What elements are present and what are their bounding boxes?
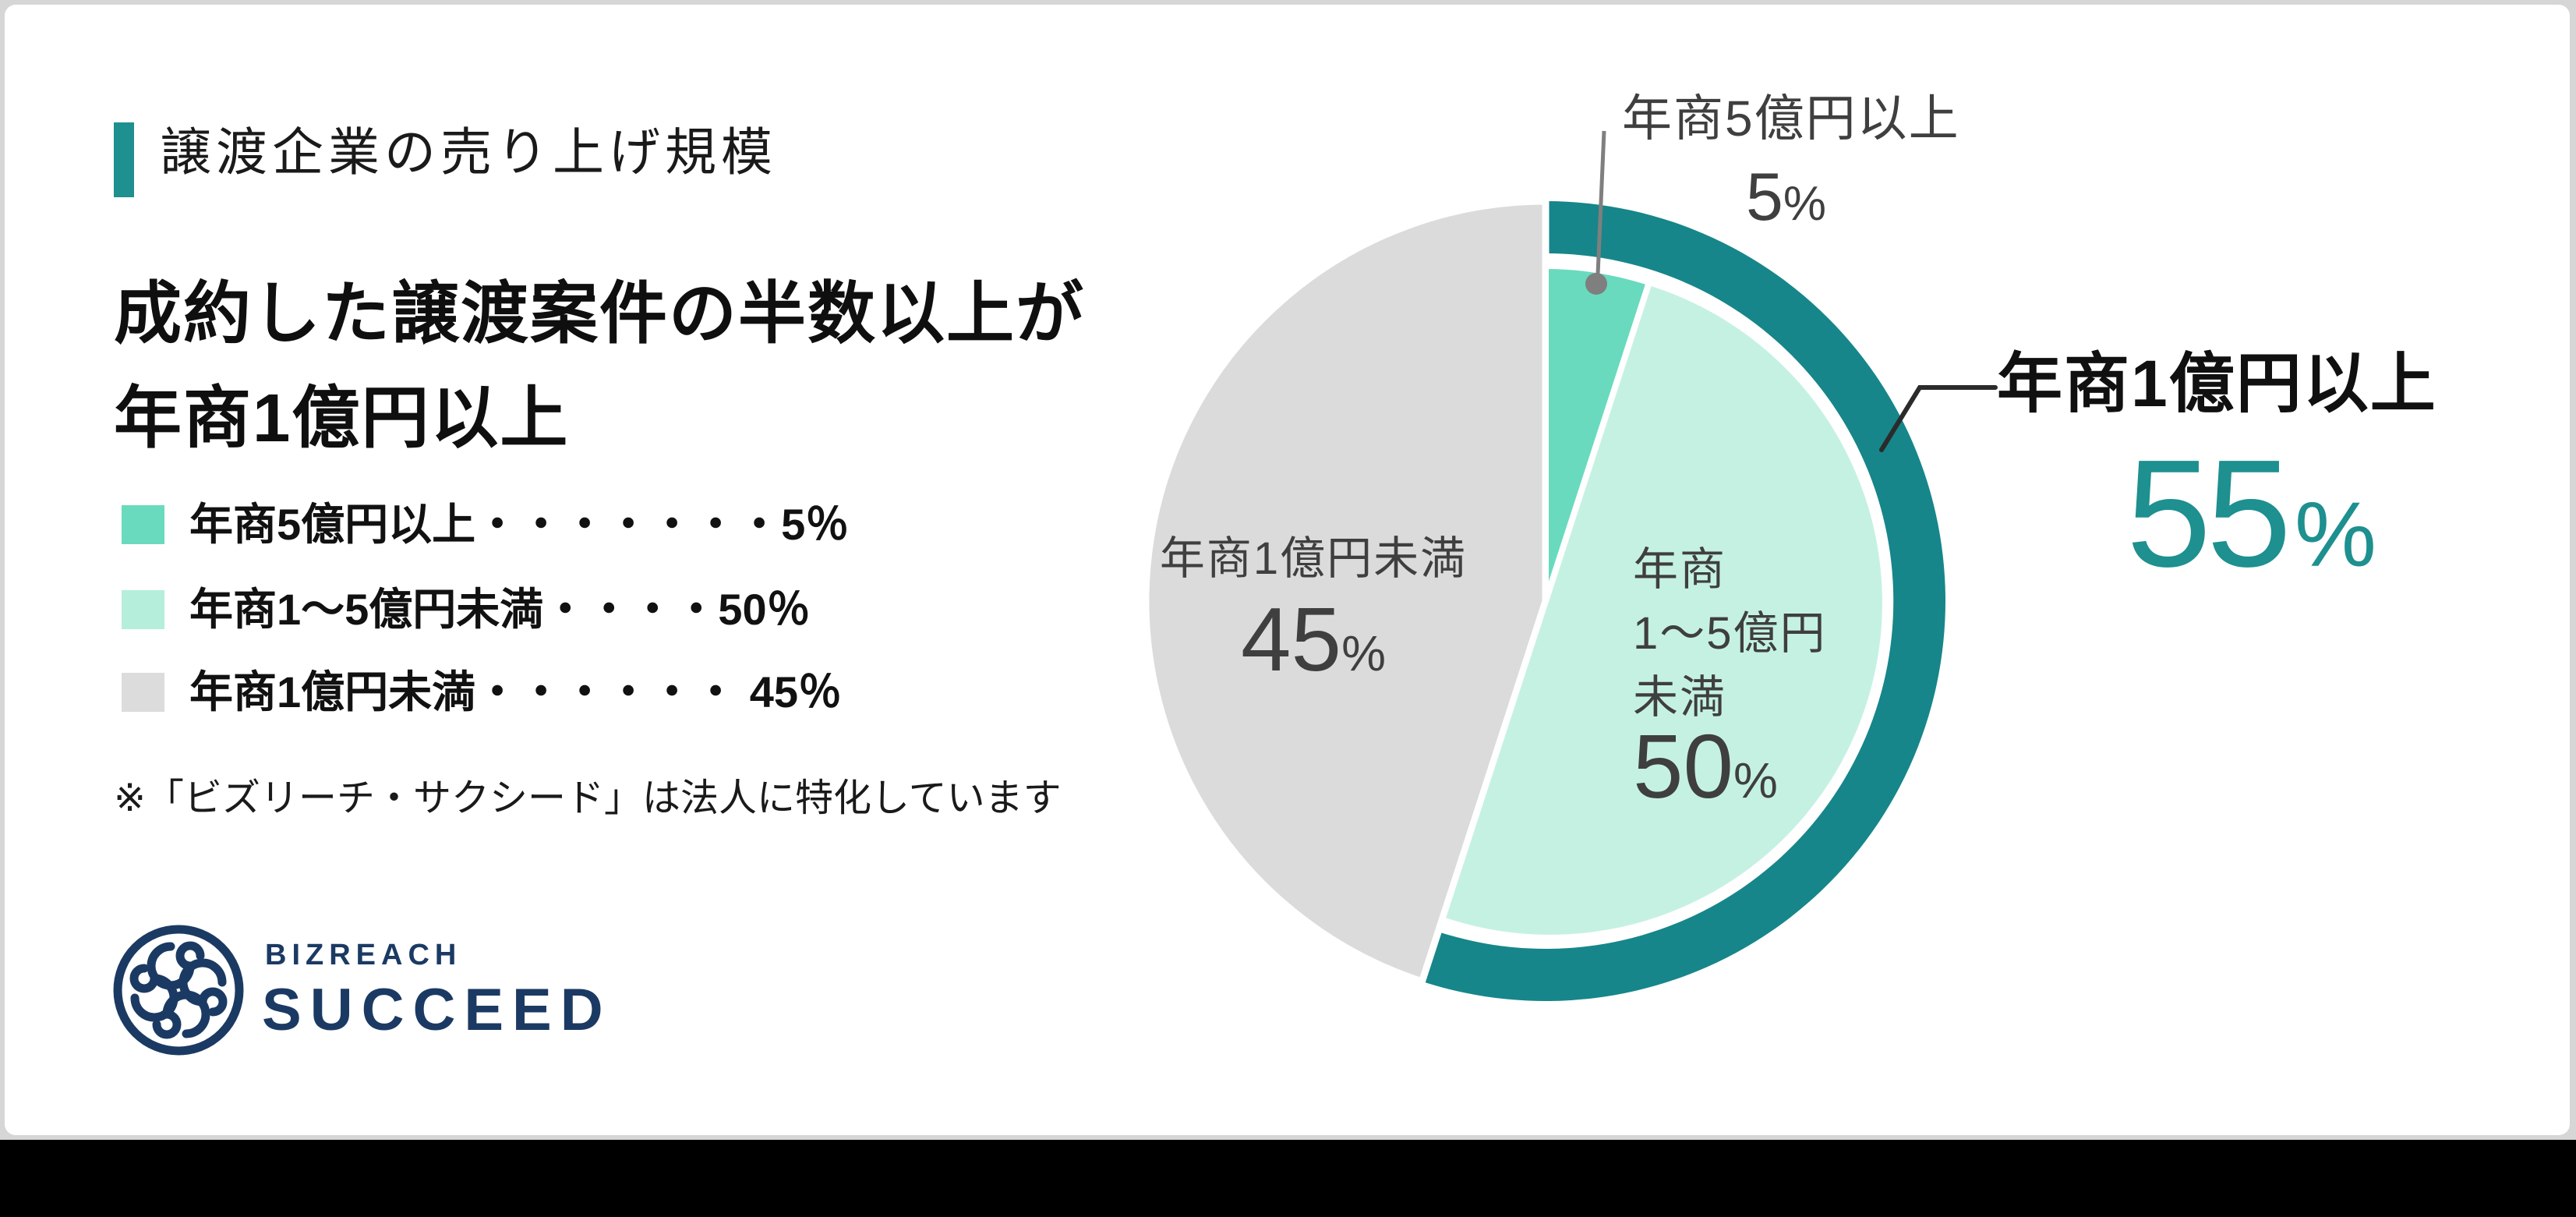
legend-label: 年商1〜5億円未満・・・・50％: [189, 588, 811, 631]
headline-line1: 成約した譲渡案件の半数以上が: [114, 276, 1085, 352]
percent-sign: %: [1733, 752, 1778, 808]
legend-label-text: 年商1億円未満: [189, 667, 476, 716]
legend-value: 5％: [781, 500, 850, 549]
footnote: ※「ビズリーチ・サクシード」は法人に特化しています: [114, 777, 1062, 819]
percent-sign: %: [2295, 483, 2376, 586]
logo-brand-text: BIZREACH: [265, 939, 462, 971]
value-digits: 55: [2126, 428, 2292, 599]
legend-label: 年商1億円未満・・・・・・ 45％: [189, 670, 842, 714]
legend-swatch-under-100m: [122, 673, 164, 712]
pie-value-under-100m: 45%: [1130, 594, 1496, 685]
legend-item-100m-500m: 年商1〜5億円未満・・・・50％: [122, 588, 811, 631]
pie-label-100m-500m: 年商 1〜5億円 未満: [1633, 538, 1827, 730]
legend-dots: ・・・・: [543, 585, 719, 634]
value-digits: 5: [1746, 160, 1783, 235]
bottom-black-band: [0, 1140, 2576, 1217]
headline-line2: 年商1億円以上: [114, 380, 570, 456]
legend-swatch-over-500m: [122, 505, 164, 544]
legend-label-text: 年商1〜5億円未満: [189, 585, 544, 634]
legend-swatch-100m-500m: [122, 590, 164, 629]
section-title: 譲渡企業の売り上げ規模: [160, 123, 777, 181]
legend-label-text: 年商5億円以上: [189, 500, 476, 549]
callout-label-over-100m: 年商1億円以上: [1997, 347, 2437, 420]
legend-dots: ・・・・・・・: [475, 500, 782, 549]
legend-item-under-100m: 年商1億円未満・・・・・・ 45％: [122, 670, 842, 714]
pie-label-over-500m: 年商5億円以上: [1622, 90, 1960, 147]
legend-dots: ・・・・・・: [475, 667, 750, 716]
bizreach-succeed-logo-icon: [113, 925, 244, 1056]
value-digits: 50: [1633, 716, 1734, 817]
mint-label-line1: 年商: [1633, 544, 1727, 595]
title-accent-bar: [114, 122, 134, 197]
legend-value: 45％: [749, 667, 843, 716]
callout-value-over-100m: 55%: [2126, 437, 2376, 590]
logo-product-text: SUCCEED: [262, 977, 612, 1043]
percent-sign: %: [1783, 177, 1826, 231]
mint-label-line2: 1〜5億円: [1633, 608, 1827, 659]
legend-value: 50％: [718, 585, 811, 634]
pie-value-100m-500m: 50%: [1633, 721, 1778, 812]
legend-item-over-500m: 年商5億円以上・・・・・・・5％: [122, 503, 849, 547]
pie-value-over-500m: 5%: [1746, 164, 1826, 231]
value-digits: 45: [1241, 589, 1342, 690]
pie-label-under-100m: 年商1億円未満: [1159, 533, 1468, 584]
mint-label-line3: 未満: [1633, 672, 1727, 723]
legend-label: 年商5億円以上・・・・・・・5％: [189, 503, 849, 547]
percent-sign: %: [1341, 625, 1386, 681]
